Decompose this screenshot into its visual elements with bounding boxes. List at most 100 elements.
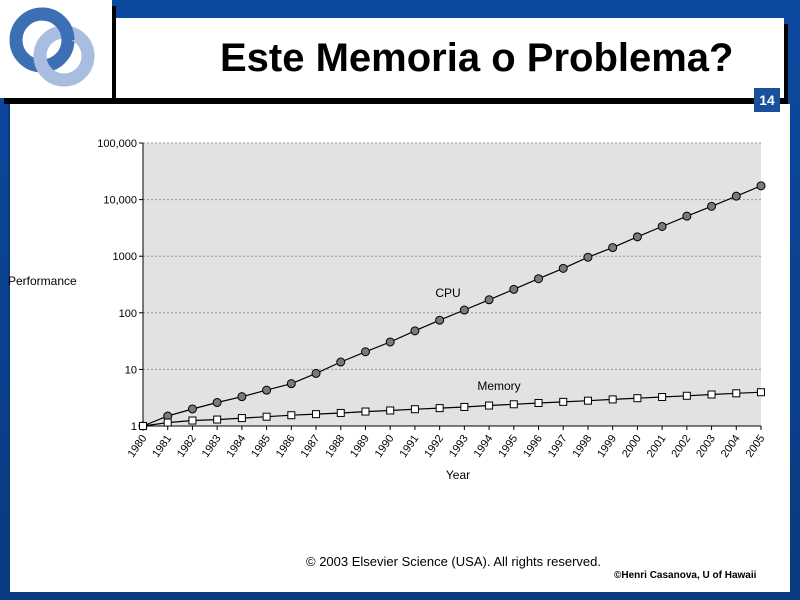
x-tick-label: 1995 — [496, 433, 520, 460]
cpu-point — [534, 274, 544, 284]
cpu-point — [410, 326, 420, 336]
memory-point — [435, 404, 444, 413]
x-tick-label: 2002 — [669, 433, 693, 460]
cpu-point — [237, 392, 247, 402]
series-line-memory — [142, 391, 762, 427]
memory-point — [534, 398, 543, 407]
cpu-point — [608, 243, 618, 253]
cpu-point — [336, 357, 346, 367]
memory-point — [139, 422, 147, 430]
grid-lines — [139, 142, 761, 427]
cpu-point — [558, 263, 568, 273]
x-tick-label: 1986 — [274, 433, 298, 460]
plot-area — [143, 143, 761, 426]
x-tick-label: 2001 — [645, 433, 669, 460]
x-tick-label: 1989 — [348, 433, 372, 460]
x-tick-label: 1992 — [422, 433, 446, 460]
x-tick-label: 1990 — [373, 433, 397, 460]
x-tick-label: 1983 — [200, 433, 224, 460]
memory-point — [410, 405, 419, 414]
cpu-point — [286, 379, 296, 389]
memory-point — [608, 395, 617, 404]
memory-point — [509, 400, 518, 409]
memory-point — [163, 418, 172, 427]
x-tick-label: 1984 — [224, 433, 248, 460]
cpu-point — [657, 221, 667, 231]
cpu-point — [583, 252, 593, 262]
memory-point — [213, 415, 222, 424]
cpu-point — [311, 368, 321, 378]
title-bar: Este Memoria o Problema? — [112, 18, 784, 98]
cpu-point — [756, 181, 766, 191]
slide-title: Este Memoria o Problema? — [220, 36, 734, 80]
x-tick-label: 1999 — [595, 433, 619, 460]
logo-panel — [0, 0, 112, 98]
series-points — [138, 181, 766, 431]
memory-point — [460, 402, 469, 411]
cpu-point — [682, 211, 692, 221]
memory-point — [336, 408, 345, 417]
x-tick-label: 1985 — [249, 433, 273, 460]
cpu-series-label: CPU — [435, 286, 460, 300]
y-tick-label: 10 — [125, 364, 137, 376]
x-tick-label: 1988 — [323, 433, 347, 460]
x-tick-labels: 1980 1981 1982 1983 1984 1985 1986 1987 1988 1989… — [126, 433, 768, 460]
memory-point — [485, 401, 494, 410]
memory-point — [583, 396, 592, 405]
copyright-notice: © 2003 Elsevier Science (USA). All right… — [306, 554, 601, 569]
memory-point — [287, 411, 296, 420]
x-tick-label: 1980 — [126, 433, 150, 460]
memory-point — [633, 394, 642, 403]
cpu-point — [731, 191, 741, 201]
memory-point — [732, 389, 741, 398]
memory-point — [559, 397, 568, 406]
memory-point — [386, 406, 395, 415]
memory-point — [707, 390, 716, 399]
cpu-point — [509, 284, 519, 294]
performance-chart: 1 10 100 1000 10,000 100,000 1980 1981 1982 1983… — [8, 138, 768, 482]
cpu-point — [632, 232, 642, 242]
x-tick-label: 1987 — [299, 433, 323, 460]
cpu-point — [212, 398, 222, 408]
cpu-point — [435, 315, 445, 325]
logo-icon — [9, 7, 95, 87]
x-tick-label: 2000 — [620, 433, 644, 460]
memory-point — [262, 412, 271, 421]
author-credit: ©Henri Casanova, U of Hawaii — [614, 570, 757, 581]
x-tick-label: 1991 — [398, 433, 422, 460]
x-tick-label: 2005 — [744, 433, 768, 460]
page-number: 14 — [754, 88, 780, 112]
cpu-point — [360, 347, 370, 357]
series-labels: CPU Memory — [435, 286, 520, 393]
cpu-point — [707, 201, 717, 211]
x-tick-label: 1997 — [546, 433, 570, 460]
x-tick-label: 1998 — [571, 433, 595, 460]
cpu-point — [484, 295, 494, 305]
axes — [142, 143, 762, 430]
y-tick-label: 100 — [119, 308, 137, 320]
memory-point — [361, 407, 370, 416]
memory-point — [312, 410, 321, 419]
memory-point — [188, 416, 197, 425]
y-axis-label: Performance — [8, 274, 77, 288]
memory-series-label: Memory — [477, 379, 520, 393]
x-tick-label: 2004 — [719, 433, 743, 460]
cpu-point — [385, 337, 395, 347]
cpu-point — [187, 404, 197, 414]
y-tick-label: 1000 — [113, 251, 137, 263]
y-tick-label: 100,000 — [97, 138, 137, 150]
y-tick-label: 10,000 — [103, 195, 137, 207]
memory-point — [658, 393, 667, 402]
x-tick-label: 1981 — [150, 433, 174, 460]
memory-point — [237, 414, 246, 423]
cpu-point — [262, 385, 272, 395]
x-tick-label: 2003 — [694, 433, 718, 460]
memory-point — [682, 391, 691, 400]
x-tick-label: 1993 — [447, 433, 471, 460]
y-tick-labels: 1 10 100 1000 10,000 100,000 — [97, 138, 137, 433]
y-tick-label: 1 — [131, 421, 137, 433]
x-tick-label: 1996 — [521, 433, 545, 460]
x-tick-label: 1982 — [175, 433, 199, 460]
x-tick-label: 1994 — [472, 433, 496, 460]
x-axis-label: Year — [446, 468, 470, 482]
